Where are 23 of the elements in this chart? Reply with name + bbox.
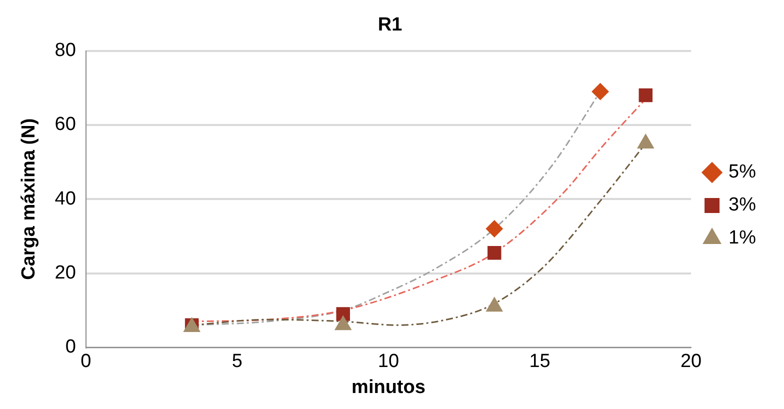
y-axis-title: Carga máxima (N) — [18, 118, 40, 280]
point — [334, 316, 352, 330]
y-tick-label: 40 — [54, 188, 76, 210]
x-tick-label: 5 — [232, 351, 242, 372]
point — [486, 220, 503, 238]
point — [486, 297, 503, 312]
point — [336, 307, 350, 321]
x-tick-label: 15 — [529, 351, 550, 372]
point — [638, 88, 653, 102]
y-tick-label: 80 — [54, 40, 76, 62]
y-tick-label: 0 — [65, 336, 76, 358]
x-tick-label: 10 — [378, 351, 400, 372]
legend-label: 5% — [728, 162, 756, 183]
x-axis-title: minutos — [352, 376, 426, 398]
y-tick-label: 60 — [54, 114, 76, 136]
point — [592, 83, 609, 100]
chart-title: R1 — [378, 14, 403, 36]
point — [488, 246, 502, 260]
x-tick-label: 0 — [80, 351, 92, 372]
x-tick-label: 20 — [680, 351, 702, 372]
y-tick-label: 20 — [54, 262, 76, 284]
legend-label: 1% — [728, 228, 756, 249]
legend-label: 3% — [728, 194, 756, 216]
